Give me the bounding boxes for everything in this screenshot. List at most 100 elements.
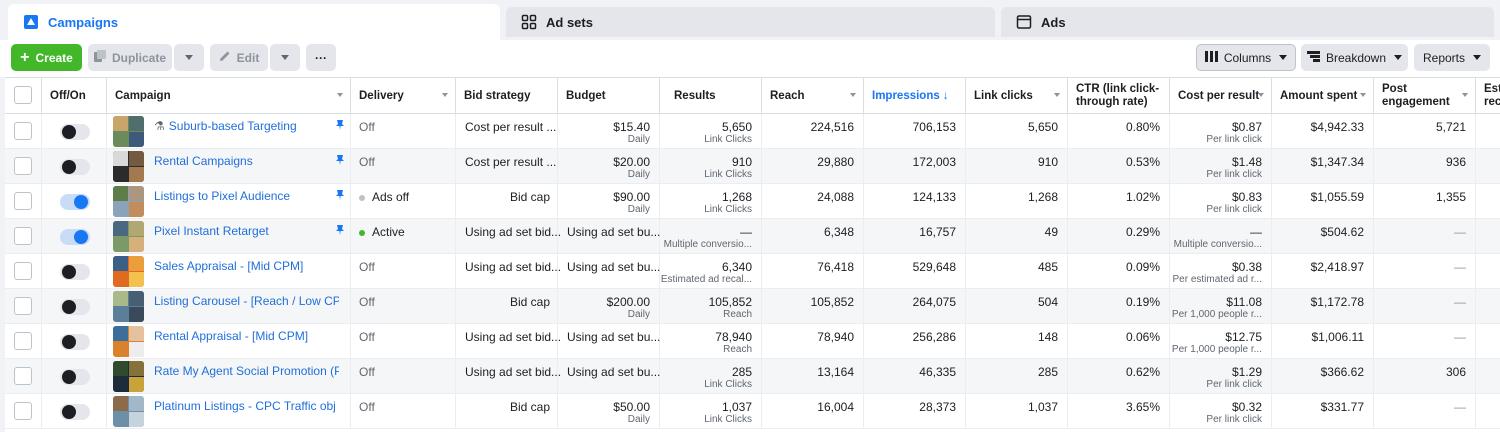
row-checkbox[interactable] [14,367,32,385]
campaign-name-link[interactable]: Listings to Pixel Audience [154,189,339,203]
campaign-toggle[interactable] [60,264,90,280]
results-subtext: Link Clicks [704,134,752,145]
col-impressions-label: Impressions [872,90,940,102]
table-cell [966,184,1068,219]
edit-dropdown-button[interactable] [270,44,300,71]
reports-button[interactable]: Reports [1414,44,1490,71]
table-cell [456,114,558,149]
table-row[interactable]: Rental Appraisal - [Mid CPM] Off Using ad … [5,324,1500,359]
reach-value: 13,164 [817,365,854,379]
row-checkbox[interactable] [14,122,32,140]
col-ctr[interactable]: CTR (link click-through rate) [1068,78,1170,114]
table-row[interactable]: Listings to Pixel Audience Ads off Bid cap… [5,184,1500,219]
col-cpr[interactable]: Cost per result [1170,78,1272,114]
campaign-name-link[interactable]: Rental Appraisal - [Mid CPM] [154,329,339,343]
row-checkbox[interactable] [14,192,32,210]
col-spent[interactable]: Amount spent [1272,78,1374,114]
row-checkbox[interactable] [14,262,32,280]
create-button[interactable]: + Create [11,44,82,71]
row-checkbox[interactable] [14,227,32,245]
pin-icon[interactable] [336,119,344,130]
impressions-value: 172,003 [912,155,956,169]
breakdown-button[interactable]: Breakdown [1301,44,1408,71]
campaign-toggle[interactable] [60,369,90,385]
table-cell [1476,184,1500,219]
table-row[interactable]: Rental Campaigns Off Cost per result ... $2… [5,149,1500,184]
table-cell [5,324,42,359]
tab-campaigns[interactable]: Campaigns [8,4,500,40]
bid-strategy: Using ad set bid... [465,330,562,344]
chevron-down-icon [1279,55,1288,60]
campaign-name-link[interactable]: Platinum Listings - CPC Traffic obj [154,399,339,413]
table-cell [1170,289,1272,324]
col-results-label: Results [674,90,716,102]
tab-ads[interactable]: Ads [1001,7,1494,37]
campaign-name-link[interactable]: ⚗ Suburb-based Targeting [154,119,339,133]
campaign-toggle[interactable] [60,229,90,245]
row-checkbox[interactable] [14,297,32,315]
pin-icon[interactable] [336,189,344,200]
table-cell [351,114,456,149]
campaign-name-link[interactable]: Rental Campaigns [154,154,339,168]
pin-icon[interactable] [336,154,344,165]
campaign-toggle[interactable] [60,194,90,210]
col-results[interactable]: Results [660,78,762,114]
table-row[interactable]: Platinum Listings - CPC Traffic obj Off Bi… [5,394,1500,429]
toggle-knob [74,195,88,209]
spent-value: $2,418.97 [1310,260,1364,274]
pin-icon[interactable] [336,224,344,235]
campaign-toggle[interactable] [60,159,90,175]
impressions-value: 16,757 [919,225,956,239]
col-delivery[interactable]: Delivery [351,78,456,114]
campaign-thumbnail [113,151,144,182]
delivery-label: Off [359,295,375,309]
impressions-value: 706,153 [912,120,956,134]
campaign-toggle[interactable] [60,404,90,420]
col-reach[interactable]: Reach [762,78,864,114]
cpr-value: $0.38 [1231,260,1262,274]
table-cell [5,289,42,324]
table-row[interactable]: Sales Appraisal - [Mid CPM] Off Using ad s… [5,254,1500,289]
table-row[interactable]: Pixel Instant Retarget Active Using ad set… [5,219,1500,254]
table-cell [5,114,42,149]
col-campaign[interactable]: Campaign [107,78,351,114]
campaign-toggle[interactable] [60,334,90,350]
duplicate-button[interactable]: Duplicate [88,44,172,71]
pencil-icon [219,50,231,65]
table-cell [1476,254,1500,289]
col-impressions[interactable]: Impressions ↓ [864,78,966,114]
tab-ad-sets[interactable]: Ad sets [506,7,995,37]
select-all-checkbox[interactable] [14,86,32,104]
more-button[interactable]: ··· [306,44,336,71]
spent-value: $1,347.34 [1310,155,1364,169]
campaign-toggle[interactable] [60,124,90,140]
table-cell [966,324,1068,359]
table-row[interactable]: ⚗ Suburb-based Targeting Off Cost per resul… [5,114,1500,149]
duplicate-dropdown-button[interactable] [174,44,204,71]
col-budget[interactable]: Budget [558,78,660,114]
col-post[interactable]: Post engagement [1374,78,1476,114]
row-checkbox[interactable] [14,402,32,420]
campaign-name-link[interactable]: Sales Appraisal - [Mid CPM] [154,259,339,273]
cpr-value: $0.83 [1231,190,1262,204]
col-est[interactable]: Est rec [1476,78,1500,114]
results-value: 105,852 [708,295,752,309]
columns-button[interactable]: Columns [1196,44,1296,71]
table-cell [1068,114,1170,149]
impressions-value: 46,335 [919,365,956,379]
campaign-name-link[interactable]: Rate My Agent Social Promotion (Pix... [154,364,339,378]
campaign-name-link[interactable]: Pixel Instant Retarget [154,224,339,238]
edit-button[interactable]: Edit [210,44,268,71]
row-checkbox[interactable] [14,332,32,350]
table-row[interactable]: Listing Carousel - [Reach / Low CPM]... O… [5,289,1500,324]
table-row[interactable]: Rate My Agent Social Promotion (Pix... Of… [5,359,1500,394]
reach-value: 16,004 [817,400,854,414]
campaign-name-link[interactable]: Listing Carousel - [Reach / Low CPM]... [154,294,339,308]
col-bid[interactable]: Bid strategy [456,78,558,114]
row-checkbox[interactable] [14,157,32,175]
campaign-toggle[interactable] [60,299,90,315]
col-clicks[interactable]: Link clicks [966,78,1068,114]
budget-subtext: Daily [627,169,650,180]
table-cell [107,324,351,359]
impressions-value: 124,133 [912,190,956,204]
